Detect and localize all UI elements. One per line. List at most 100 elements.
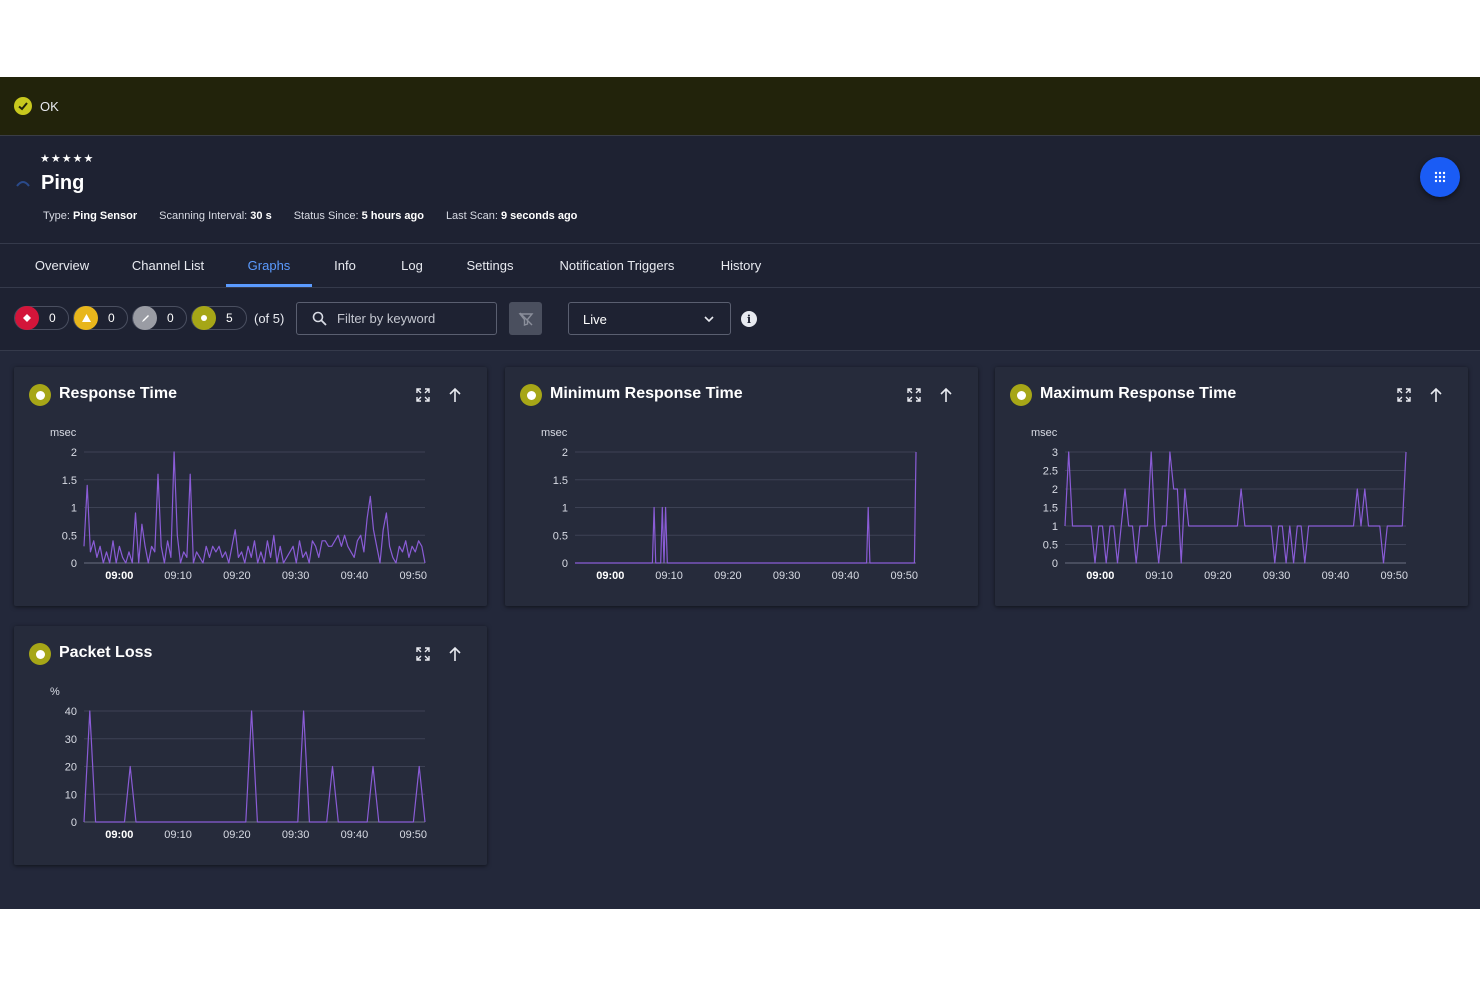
chart-card-response-time: Response Time msec 0 0.5 1 1.5 2 09:00 09:10 09:… <box>14 367 487 606</box>
down-count: 0 <box>49 311 56 325</box>
tab-bar: Overview Channel List Graphs Info Log Se… <box>0 244 1480 288</box>
sensor-header: ★★★★★ Ping Type: Ping Sensor Scanning In… <box>0 136 1480 244</box>
ping-sensor-icon <box>16 181 30 187</box>
channel-status-icon <box>1010 384 1032 406</box>
y-tick-label: 0 <box>71 558 77 570</box>
filter-bar: 0 0 0 5 (of 5) Live <box>0 288 1480 351</box>
tab-settings[interactable]: Settings <box>466 258 514 273</box>
chart-card-maximum-response-time: Maximum Response Time msec 0 0.5 1 1.5 2 2.5 3 0… <box>995 367 1468 606</box>
keyword-filter-input[interactable] <box>335 310 489 327</box>
grid-dots-icon <box>1434 171 1446 183</box>
tab-history[interactable]: History <box>720 258 762 273</box>
meta-status-since-label: Status Since: <box>293 210 359 222</box>
x-tick-label: 09:40 <box>832 570 860 582</box>
chart-title: Packet Loss <box>59 644 153 661</box>
x-tick-label: 09:30 <box>282 570 310 582</box>
warning-status-icon <box>74 306 98 330</box>
keyword-filter[interactable] <box>296 302 497 335</box>
status-bar: OK <box>0 77 1480 136</box>
meta-status-since-value: 5 hours ago <box>361 210 424 222</box>
chart-card-packet-loss: Packet Loss % 0 10 20 30 40 09:00 09:10 09:20 09:… <box>14 626 487 865</box>
series-line <box>83 710 426 823</box>
tab-info[interactable]: Info <box>334 258 356 273</box>
x-tick-label: 09:10 <box>655 570 683 582</box>
y-tick-label: 30 <box>65 734 77 746</box>
tab-graphs[interactable]: Graphs <box>226 244 312 287</box>
status-text: OK <box>40 98 59 114</box>
x-tick-label: 09:20 <box>223 829 251 841</box>
tab-log[interactable]: Log <box>401 258 423 273</box>
y-tick-label: 2.5 <box>1043 466 1058 478</box>
channel-status-icon <box>29 643 51 665</box>
channel-status-icon <box>29 384 51 406</box>
y-tick-label: 40 <box>65 706 77 718</box>
meta-type-value: Ping Sensor <box>72 210 138 222</box>
x-tick-label: 09:50 <box>1380 570 1408 582</box>
filter-up-button[interactable]: 5 <box>191 306 247 330</box>
expand-icon[interactable] <box>906 387 922 403</box>
packet-loss-chart: % 0 10 20 30 40 09:00 09:10 09:20 09:30 09:40 09:50 <box>50 686 427 841</box>
total-count: (of 5) <box>254 311 285 326</box>
meta-last-scan-label: Last Scan: <box>445 210 498 222</box>
warning-count: 0 <box>108 311 115 325</box>
arrow-up-icon[interactable] <box>448 646 462 662</box>
y-tick-label: 0.5 <box>1043 540 1058 552</box>
x-tick-label: 09:30 <box>773 570 801 582</box>
app-root: OK ★★★★★ Ping Type: Ping Sensor Scanning… <box>0 77 1480 909</box>
response-time-chart: msec 0 0.5 1 1.5 2 09:00 09:10 09:20 09:30 09:40 09… <box>50 427 427 582</box>
series-line <box>1064 451 1407 564</box>
meta-type-label: Type: <box>43 210 70 222</box>
x-tick-label: 09:20 <box>223 570 251 582</box>
arrow-up-icon[interactable] <box>939 387 953 403</box>
series-line <box>83 451 426 564</box>
search-icon <box>312 311 327 326</box>
chart-title: Minimum Response Time <box>550 385 743 402</box>
time-range-select[interactable]: Live <box>568 302 731 335</box>
filter-down-button[interactable]: 0 <box>14 306 69 330</box>
x-tick-label: 09:20 <box>714 570 742 582</box>
filter-warning-button[interactable]: 0 <box>73 306 128 330</box>
x-tick-label: 09:50 <box>890 570 918 582</box>
filter-off-icon <box>518 312 533 326</box>
series-line <box>575 451 917 564</box>
y-axis-unit: msec <box>1031 427 1058 439</box>
info-icon[interactable]: i <box>741 311 757 327</box>
y-tick-label: 2 <box>1052 484 1058 496</box>
x-tick-label: 09:40 <box>341 570 369 582</box>
arrow-up-icon[interactable] <box>448 387 462 403</box>
x-tick-label: 09:30 <box>1263 570 1291 582</box>
x-tick-label: 09:50 <box>399 570 427 582</box>
up-status-icon <box>192 306 216 330</box>
actions-menu-button[interactable] <box>1420 157 1460 197</box>
x-tick-label: 09:00 <box>1086 570 1114 582</box>
meta-interval: Scanning Interval: 30 s <box>159 210 272 222</box>
y-tick-label: 0.5 <box>62 530 77 542</box>
filter-paused-button[interactable]: 0 <box>132 306 187 330</box>
tab-overview[interactable]: Overview <box>34 258 90 273</box>
priority-stars[interactable]: ★★★★★ <box>40 153 95 165</box>
time-range-value: Live <box>583 312 607 327</box>
tab-channel-list[interactable]: Channel List <box>131 258 205 273</box>
minimum-response-time-chart: msec 0 0.5 1 1.5 2 09:00 09:10 09:20 09:30 09:40 09… <box>541 427 918 582</box>
y-tick-label: 0 <box>1052 558 1058 570</box>
sensor-title: Ping <box>41 172 85 194</box>
meta-last-scan-value: 9 seconds ago <box>500 210 578 222</box>
y-tick-label: 0 <box>71 817 77 829</box>
x-tick-label: 09:10 <box>164 829 192 841</box>
x-tick-label: 09:50 <box>399 829 427 841</box>
expand-icon[interactable] <box>415 387 431 403</box>
x-tick-label: 09:30 <box>282 829 310 841</box>
expand-icon[interactable] <box>1396 387 1412 403</box>
y-tick-label: 2 <box>562 447 568 459</box>
y-tick-label: 0 <box>562 558 568 570</box>
chart-card-minimum-response-time: Minimum Response Time msec 0 0.5 1 1.5 2 09:00… <box>505 367 978 606</box>
y-tick-label: 10 <box>65 789 77 801</box>
tab-notification-triggers[interactable]: Notification Triggers <box>559 258 675 273</box>
arrow-up-icon[interactable] <box>1429 387 1443 403</box>
clear-filter-button[interactable] <box>509 302 542 335</box>
x-tick-label: 09:20 <box>1204 570 1232 582</box>
x-tick-label: 09:00 <box>105 570 133 582</box>
y-tick-label: 1.5 <box>553 475 568 487</box>
expand-icon[interactable] <box>415 646 431 662</box>
maximum-response-time-chart: msec 0 0.5 1 1.5 2 2.5 3 09:00 09:10 09:20 09:30 09:… <box>1031 427 1408 582</box>
